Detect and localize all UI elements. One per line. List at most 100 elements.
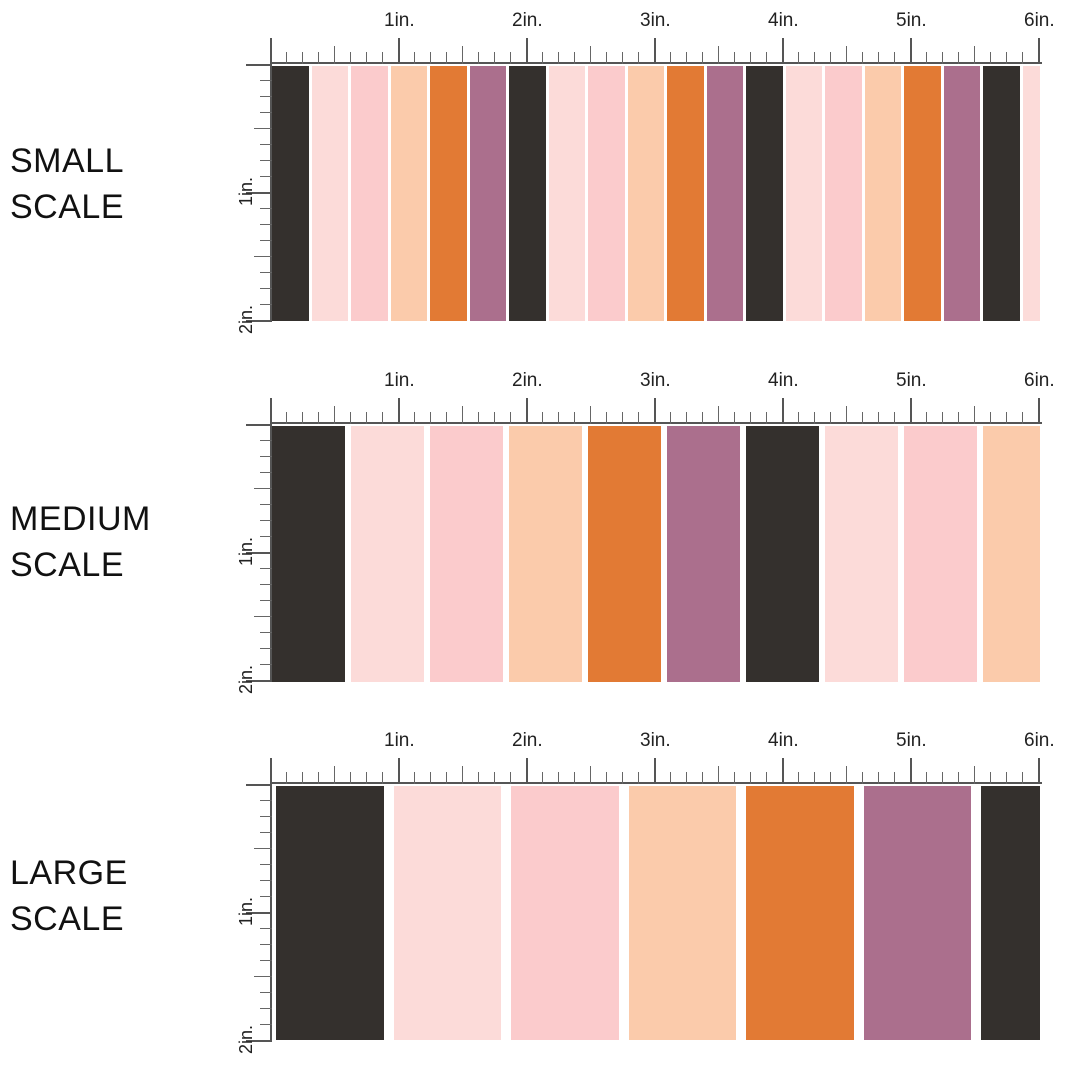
- medium-top-tick: [286, 412, 287, 424]
- large-side-tick: [260, 832, 272, 833]
- small-scale-panel: SMALL SCALE 1in. 2in. 3in. 4in. 5in. 6in. 1in…: [0, 0, 1080, 360]
- medium-top-label: 5in.: [896, 370, 927, 391]
- medium-top-tick: [638, 412, 639, 424]
- small-top-tick: [462, 46, 463, 64]
- large-side-tick: [260, 928, 272, 929]
- small-top-tick: [366, 52, 367, 64]
- medium-top-tick: [894, 412, 895, 424]
- large-top-tick: [270, 758, 272, 784]
- small-top-tick: [766, 52, 767, 64]
- medium-side-label: 2in.: [236, 664, 256, 694]
- large-top-tick: [398, 758, 400, 784]
- medium-top-tick: [510, 412, 511, 424]
- large-top-tick: [814, 772, 815, 784]
- small-top-tick: [894, 52, 895, 64]
- small-side-tick: [260, 80, 272, 81]
- small-stripe-pink: [825, 66, 862, 321]
- large-scale-label-line1: LARGE: [10, 854, 128, 892]
- small-top-tick: [814, 52, 815, 64]
- medium-top-tick: [942, 412, 943, 424]
- small-top-tick: [382, 52, 383, 64]
- small-top-ruler: 1in. 2in. 3in. 4in. 5in. 6in.: [270, 10, 1055, 64]
- medium-side-ruler: 1in. 2in.: [236, 424, 272, 694]
- small-top-tick: [974, 46, 975, 64]
- large-top-label: 6in.: [1024, 730, 1055, 751]
- large-top-tick: [574, 772, 575, 784]
- medium-top-tick: [302, 412, 303, 424]
- medium-top-tick: [574, 412, 575, 424]
- small-top-tick: [590, 46, 591, 64]
- large-top-tick: [958, 772, 959, 784]
- small-side-tick: [246, 64, 272, 66]
- large-top-tick: [750, 772, 751, 784]
- large-stripe-orange: [746, 786, 854, 1040]
- small-top-tick: [638, 52, 639, 64]
- large-side-tick: [260, 800, 272, 801]
- medium-swatch-row: [272, 426, 1040, 682]
- small-top-tick: [910, 38, 912, 64]
- small-stripe-peach: [627, 66, 664, 321]
- small-top-tick: [446, 52, 447, 64]
- medium-top-tick: [334, 406, 335, 424]
- small-stripe-pink: [351, 66, 388, 321]
- small-top-tick: [958, 52, 959, 64]
- small-scale-label-line2: SCALE: [10, 188, 124, 226]
- large-stripe-mauve: [863, 786, 971, 1040]
- large-top-tick: [590, 766, 591, 784]
- small-side-ruler: 1in. 2in.: [236, 64, 272, 334]
- large-top-tick: [462, 766, 463, 784]
- small-top-label: 3in.: [640, 10, 671, 31]
- medium-top-tick: [670, 412, 671, 424]
- large-side-tick: [260, 1024, 272, 1025]
- small-top-tick: [558, 52, 559, 64]
- small-top-tick: [654, 38, 656, 64]
- small-top-tick: [702, 52, 703, 64]
- small-top-tick: [1022, 52, 1023, 64]
- medium-top-ruler: 1in. 2in. 3in. 4in. 5in. 6in.: [270, 370, 1055, 424]
- large-side-label: 2in.: [236, 1024, 256, 1054]
- medium-top-tick: [846, 406, 847, 424]
- medium-top-tick: [318, 412, 319, 424]
- large-top-tick: [494, 772, 495, 784]
- medium-top-tick: [686, 412, 687, 424]
- medium-top-tick: [350, 412, 351, 424]
- large-top-tick: [718, 766, 719, 784]
- large-top-label: 1in.: [384, 730, 415, 751]
- large-top-tick: [334, 766, 335, 784]
- medium-side-tick: [246, 552, 272, 554]
- medium-stripe-dark: [272, 426, 345, 682]
- medium-side-tick: [260, 664, 272, 665]
- medium-side-tick: [246, 680, 272, 682]
- small-top-tick: [734, 52, 735, 64]
- large-top-tick: [286, 772, 287, 784]
- large-top-tick: [990, 772, 991, 784]
- small-top-tick: [990, 52, 991, 64]
- small-scale-label: SMALL SCALE: [10, 138, 124, 230]
- medium-top-tick: [622, 412, 623, 424]
- medium-top-tick: [702, 412, 703, 424]
- small-top-tick: [1038, 38, 1040, 64]
- large-top-tick: [558, 772, 559, 784]
- medium-side-tick: [260, 632, 272, 633]
- small-stripe-mauve: [469, 66, 506, 321]
- medium-side-tick: [260, 584, 272, 585]
- medium-top-tick: [862, 412, 863, 424]
- small-top-tick: [334, 46, 335, 64]
- small-top-tick: [830, 52, 831, 64]
- large-top-tick: [478, 772, 479, 784]
- large-side-tick: [254, 976, 272, 977]
- medium-top-label: 2in.: [512, 370, 543, 391]
- large-top-tick: [350, 772, 351, 784]
- small-top-tick: [862, 52, 863, 64]
- medium-top-tick: [590, 406, 591, 424]
- small-side-tick: [260, 224, 272, 225]
- large-side-tick: [260, 816, 272, 817]
- large-top-tick: [878, 772, 879, 784]
- small-top-tick: [782, 38, 784, 64]
- large-top-tick: [1006, 772, 1007, 784]
- medium-side-label: 1in.: [236, 536, 256, 566]
- large-side-tick: [260, 1008, 272, 1009]
- medium-stripe-pink: [904, 426, 977, 682]
- large-side-label: 1in.: [236, 896, 256, 926]
- medium-top-tick: [382, 412, 383, 424]
